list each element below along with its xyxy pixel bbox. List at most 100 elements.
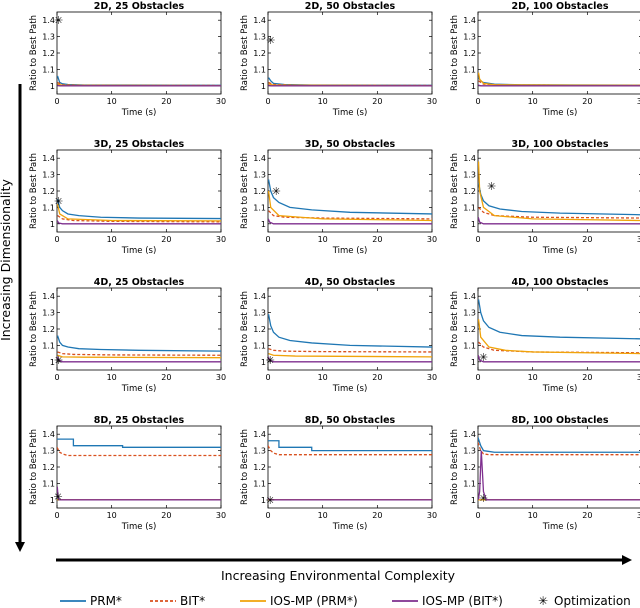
series-line-iosbit	[57, 486, 221, 501]
x-axis-label: Time (s)	[542, 246, 578, 256]
chart-panel: 8D, 25 Obstacles 1 1.1 1.2 1.3 1.4 0 10 20 30 Time…	[29, 415, 226, 532]
x-tick-label: 0	[54, 373, 59, 382]
x-tick-label: 20	[161, 511, 171, 520]
y-tick-label: 1.1	[42, 479, 55, 488]
y-tick-label: 1.3	[42, 171, 55, 180]
series-line-prm	[268, 179, 432, 215]
y-tick-label: 1.3	[253, 447, 266, 456]
x-tick-label: 20	[372, 235, 382, 244]
x-tick-label: 10	[318, 511, 328, 520]
x-axis-label: Time (s)	[121, 522, 157, 532]
series-line-bit	[268, 210, 432, 220]
series-line-iosbit	[478, 84, 640, 87]
y-tick-label: 1.2	[253, 463, 266, 472]
legend-label: IOS-MP (PRM*)	[270, 594, 358, 608]
y-tick-label: 1.1	[253, 65, 266, 74]
x-tick-label: 20	[161, 97, 171, 106]
x-tick-label: 0	[54, 511, 59, 520]
optimization-marker: ✳	[487, 180, 496, 193]
plot-frame	[267, 425, 433, 509]
x-tick-label: 20	[582, 373, 592, 382]
y-tick-label: 1.4	[463, 16, 476, 25]
y-tick-label: 1.3	[463, 309, 476, 318]
y-tick-label: 1.1	[42, 203, 55, 212]
series-line-bit	[478, 442, 640, 456]
x-tick-label: 30	[427, 97, 437, 106]
series-line-iosbit	[478, 217, 640, 225]
plot-frame	[56, 287, 222, 371]
y-tick-label: 1	[261, 496, 266, 505]
chart-panel: 2D, 100 Obstacles 1 1.1 1.2 1.3 1.4 0 10 20 30 Tim…	[450, 1, 640, 118]
x-axis-label: Time (s)	[542, 522, 578, 532]
series-line-iosbit	[478, 450, 640, 501]
plot-frame	[267, 11, 433, 95]
chart-panel: 3D, 100 Obstacles 1 1.1 1.2 1.3 1.4 0 10 20 30 Tim…	[450, 139, 640, 256]
y-tick-label: 1	[471, 496, 476, 505]
legend-item-bit: BIT*	[150, 594, 205, 608]
series-line-iosbit	[268, 497, 432, 501]
y-tick-label: 1.3	[463, 171, 476, 180]
y-tick-label: 1.4	[253, 430, 266, 439]
plot-frame	[56, 425, 222, 509]
x-tick-label: 0	[265, 373, 270, 382]
x-tick-label: 30	[216, 97, 226, 106]
series-line-bit	[57, 447, 221, 457]
optimization-marker: ✳	[53, 491, 62, 504]
chart-title: 8D, 50 Obstacles	[305, 415, 396, 426]
chart-panel: 3D, 50 Obstacles 1 1.1 1.2 1.3 1.4 0 10 20 30 Time…	[240, 139, 437, 256]
optimization-marker: ✳	[266, 354, 275, 367]
chart-title: 4D, 50 Obstacles	[305, 277, 396, 288]
x-tick-label: 30	[637, 511, 640, 520]
optimization-marker: ✳	[54, 14, 63, 27]
y-tick-label: 1.4	[463, 154, 476, 163]
series-line-prm	[57, 335, 221, 352]
x-axis-label: Time (s)	[332, 522, 368, 532]
y-axis-label: Ratio to Best Path	[450, 15, 460, 91]
y-tick-label: 1.1	[253, 203, 266, 212]
x-tick-label: 10	[528, 373, 538, 382]
plot-frame	[267, 149, 433, 233]
chart-title: 8D, 100 Obstacles	[511, 415, 608, 426]
x-tick-label: 0	[475, 511, 480, 520]
chart-panel: 3D, 25 Obstacles 1 1.1 1.2 1.3 1.4 0 10 20 30 Time…	[29, 139, 226, 256]
y-tick-label: 1.1	[42, 341, 55, 350]
y-tick-label: 1.2	[42, 187, 55, 196]
y-tick-label: 1.4	[42, 430, 55, 439]
chart-title: 2D, 50 Obstacles	[305, 1, 396, 12]
y-tick-label: 1.1	[42, 65, 55, 74]
series-line-iosbit	[268, 356, 432, 363]
y-tick-label: 1.2	[463, 187, 476, 196]
optimization-marker: ✳	[479, 351, 488, 364]
legend-item-opt: ✳ Optimization	[538, 594, 631, 608]
series-line-iosprm	[57, 203, 221, 222]
y-tick-label: 1.3	[42, 447, 55, 456]
plot-frame	[56, 11, 222, 95]
chart-title: 3D, 100 Obstacles	[511, 139, 608, 150]
x-tick-label: 10	[528, 511, 538, 520]
x-tick-label: 10	[107, 97, 117, 106]
y-tick-label: 1.2	[253, 187, 266, 196]
x-axis-label: Time (s)	[332, 246, 368, 256]
y-tick-label: 1.2	[42, 49, 55, 58]
x-tick-label: 10	[107, 373, 117, 382]
series-line-prm	[268, 440, 432, 452]
x-tick-label: 10	[528, 97, 538, 106]
chart-panel: 4D, 100 Obstacles 1 1.1 1.2 1.3 1.4 0 10 20 30 Tim…	[450, 277, 640, 394]
series-line-prm	[478, 299, 640, 340]
legend-label: IOS-MP (BIT*)	[422, 594, 503, 608]
y-axis-label: Ratio to Best Path	[240, 153, 250, 229]
y-axis-label: Ratio to Best Path	[240, 429, 250, 505]
x-tick-label: 20	[372, 511, 382, 520]
y-tick-label: 1.3	[42, 33, 55, 42]
y-tick-label: 1.1	[463, 479, 476, 488]
chart-title: 2D, 100 Obstacles	[511, 1, 608, 12]
y-tick-label: 1	[261, 358, 266, 367]
x-tick-label: 10	[107, 511, 117, 520]
y-tick-label: 1.2	[463, 463, 476, 472]
series-line-bit	[268, 348, 432, 353]
series-line-bit	[57, 215, 221, 223]
y-tick-label: 1.2	[463, 49, 476, 58]
legend-item-prm: PRM*	[60, 594, 122, 608]
